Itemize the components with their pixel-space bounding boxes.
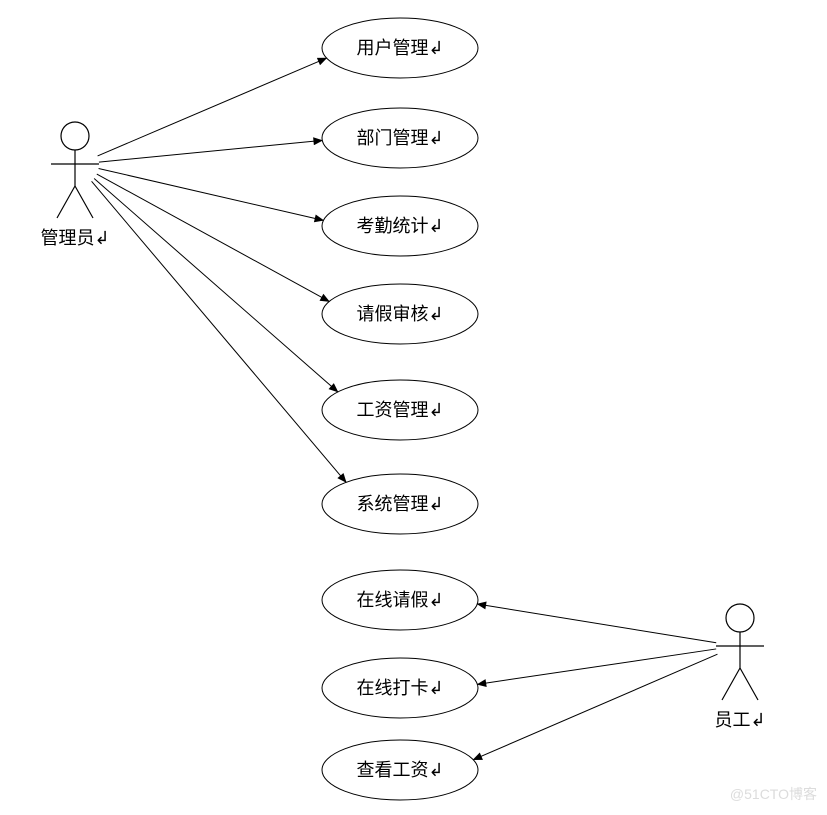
actor-employee: 员工↲	[714, 604, 765, 730]
usecase-uc1: 用户管理↲	[322, 18, 478, 78]
usecase-label: 在线请假↲	[356, 590, 443, 610]
usecase-label: 请假审核↲	[356, 304, 443, 324]
usecase-label: 系统管理↲	[356, 494, 443, 514]
edge	[477, 604, 716, 643]
usecase-uc4: 请假审核↲	[322, 284, 478, 344]
usecase-label: 工资管理↲	[356, 400, 443, 420]
usecase-uc7: 在线请假↲	[322, 570, 478, 630]
edge	[477, 649, 716, 684]
edge	[92, 181, 347, 482]
usecase-label: 考勤统计↲	[356, 216, 443, 236]
usecase-uc3: 考勤统计↲	[322, 196, 478, 256]
usecase-uc9: 查看工资↲	[322, 740, 478, 800]
actor-label: 员工↲	[714, 710, 765, 730]
edge	[473, 654, 717, 759]
usecase-label: 部门管理↲	[356, 128, 443, 148]
actor-admin: 管理员↲	[40, 122, 109, 248]
usecase-label: 在线打卡↲	[356, 678, 443, 698]
edge	[94, 178, 338, 391]
watermark: @51CTO博客	[730, 784, 817, 804]
edge	[99, 168, 324, 220]
usecase-uc6: 系统管理↲	[322, 474, 478, 534]
edge	[99, 140, 322, 162]
use-case-diagram: 管理员↲ 员工↲ 用户管理↲ 部门管理↲ 考勤统计↲ 请假审核↲ 工资管理↲ 系统管理↲ 在线请…	[0, 0, 827, 810]
usecase-uc2: 部门管理↲	[322, 108, 478, 168]
usecase-label: 查看工资↲	[356, 760, 443, 780]
edge	[98, 58, 327, 156]
usecase-uc8: 在线打卡↲	[322, 658, 478, 718]
usecase-uc5: 工资管理↲	[322, 380, 478, 440]
usecase-label: 用户管理↲	[356, 38, 443, 58]
actor-label: 管理员↲	[40, 228, 109, 248]
